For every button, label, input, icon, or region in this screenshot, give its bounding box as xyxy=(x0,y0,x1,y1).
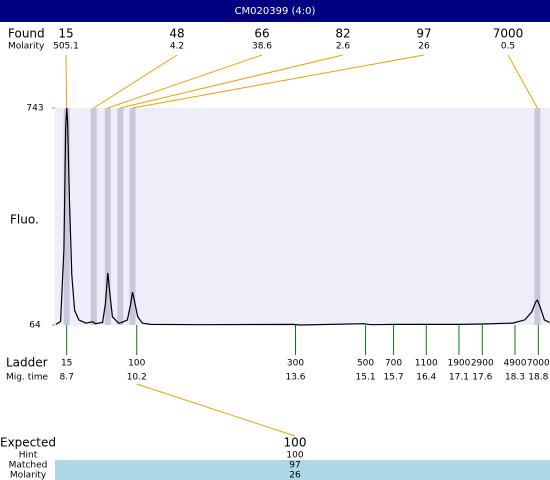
y-label: Fluo. xyxy=(10,213,39,227)
ladder-time: 15.7 xyxy=(384,373,404,383)
ladder-time: 18.3 xyxy=(505,373,525,383)
ladder-size: 4900 xyxy=(504,359,527,369)
found-connector xyxy=(93,54,178,109)
ladder-time: 13.6 xyxy=(285,373,305,383)
ladder-time: 15.1 xyxy=(356,373,376,383)
found-connector xyxy=(65,54,68,109)
ladder-size: 700 xyxy=(385,359,402,369)
ladder-time: 17.1 xyxy=(449,373,469,383)
found-molarity: 0.5 xyxy=(501,42,515,52)
expected-value: 100 xyxy=(284,436,307,450)
ladder-size: 100 xyxy=(128,359,145,369)
found-size: 7000 xyxy=(493,27,524,41)
found-connector xyxy=(120,54,344,109)
found-molarity: 2.6 xyxy=(336,42,351,52)
matched-band xyxy=(55,460,550,480)
found-molarity: 505.1 xyxy=(53,42,79,52)
found-molarity-label: Molarity xyxy=(8,42,45,52)
found-band xyxy=(104,108,111,325)
expected-connector xyxy=(136,383,296,437)
ladder-time: 18.8 xyxy=(528,373,548,383)
ladder-time: 17.6 xyxy=(472,373,492,383)
ladder-size: 15 xyxy=(61,359,72,369)
hint-value: 100 xyxy=(286,451,303,461)
y-tick-label: 64 xyxy=(29,321,41,331)
hint-label: Hint xyxy=(19,451,38,461)
ladder-time-label: Mig. time xyxy=(6,373,48,383)
chart-title: CM020399 (4:0) xyxy=(235,6,316,17)
found-size: 48 xyxy=(169,27,184,41)
found-band xyxy=(117,108,124,325)
molarity-label: Molarity xyxy=(10,471,47,480)
expected-label: Expected xyxy=(0,436,56,450)
found-molarity: 38.6 xyxy=(252,42,272,52)
found-molarity: 4.2 xyxy=(170,42,184,52)
trace xyxy=(55,107,550,326)
found-size: 15 xyxy=(58,27,73,41)
matched-label: Matched xyxy=(9,461,48,471)
ladder-size: 2900 xyxy=(471,359,494,369)
found-label: Found xyxy=(8,27,45,41)
ladder-size: 7000 xyxy=(527,359,550,369)
ladder-time: 10.2 xyxy=(127,373,147,383)
found-size: 66 xyxy=(254,27,269,41)
found-size: 97 xyxy=(416,27,431,41)
ladder-label: Ladder xyxy=(6,356,48,370)
found-band xyxy=(129,108,136,325)
found-connector xyxy=(107,54,263,109)
ladder-size: 1100 xyxy=(415,359,438,369)
header-bar xyxy=(0,0,550,22)
y-tick-label: 743 xyxy=(26,104,43,114)
found-connector xyxy=(132,54,425,109)
ladder-size: 1900 xyxy=(447,359,470,369)
found-size: 82 xyxy=(335,27,350,41)
molarity-value: 26 xyxy=(289,471,301,480)
found-band xyxy=(63,108,70,325)
plot-area xyxy=(55,108,550,325)
ladder-time: 16.4 xyxy=(416,373,436,383)
found-band xyxy=(534,108,541,325)
ladder-size: 500 xyxy=(357,359,374,369)
matched-value: 97 xyxy=(289,461,300,471)
ladder-size: 300 xyxy=(287,359,304,369)
found-connector xyxy=(507,54,538,109)
found-molarity: 26 xyxy=(418,42,430,52)
ladder-time: 8.7 xyxy=(60,373,74,383)
found-band xyxy=(90,108,97,325)
